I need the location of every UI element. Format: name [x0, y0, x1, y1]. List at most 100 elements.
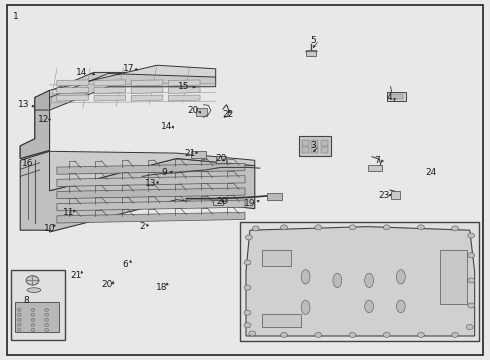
Polygon shape: [35, 65, 216, 110]
Circle shape: [244, 285, 251, 290]
Bar: [302, 140, 309, 145]
Circle shape: [468, 278, 475, 283]
Text: 5: 5: [311, 36, 316, 45]
Text: 23: 23: [379, 190, 390, 199]
Polygon shape: [246, 226, 475, 336]
Bar: [390, 94, 403, 99]
Circle shape: [244, 323, 251, 328]
Circle shape: [245, 235, 252, 240]
Circle shape: [45, 323, 49, 326]
Text: 13: 13: [18, 100, 29, 109]
Text: 19: 19: [244, 199, 256, 208]
Text: 7: 7: [374, 156, 380, 165]
Circle shape: [349, 332, 356, 337]
Polygon shape: [131, 95, 163, 101]
Circle shape: [17, 328, 21, 331]
Polygon shape: [49, 151, 255, 191]
Ellipse shape: [333, 273, 342, 288]
Text: 13: 13: [146, 179, 157, 188]
Circle shape: [45, 328, 49, 331]
Ellipse shape: [27, 288, 41, 292]
Circle shape: [315, 332, 322, 337]
Polygon shape: [168, 87, 200, 94]
Text: 11: 11: [63, 208, 75, 217]
Text: 21: 21: [71, 270, 82, 279]
Polygon shape: [168, 80, 200, 86]
Bar: [262, 315, 301, 327]
Text: 17: 17: [123, 64, 134, 73]
Circle shape: [45, 309, 49, 311]
Bar: [312, 140, 318, 145]
Bar: [11, 270, 65, 339]
Text: 14: 14: [75, 68, 87, 77]
Bar: [196, 108, 207, 116]
Circle shape: [417, 225, 424, 230]
Polygon shape: [20, 151, 255, 232]
Bar: [321, 147, 328, 153]
Text: 3: 3: [311, 141, 316, 150]
Bar: [368, 165, 382, 171]
Ellipse shape: [365, 273, 373, 288]
Text: 12: 12: [38, 114, 49, 123]
Circle shape: [31, 328, 35, 331]
Polygon shape: [57, 176, 245, 186]
Text: 1: 1: [12, 12, 18, 21]
Polygon shape: [131, 87, 163, 94]
Text: 20: 20: [101, 280, 113, 289]
Circle shape: [281, 225, 288, 230]
Text: 16: 16: [22, 159, 33, 168]
Bar: [299, 136, 331, 156]
Ellipse shape: [396, 270, 405, 284]
Polygon shape: [94, 87, 126, 94]
Text: 21: 21: [185, 149, 196, 158]
Polygon shape: [57, 80, 89, 86]
Polygon shape: [57, 87, 89, 94]
Polygon shape: [20, 90, 49, 158]
Circle shape: [468, 303, 475, 308]
Circle shape: [45, 319, 49, 321]
Circle shape: [244, 310, 251, 315]
Bar: [191, 151, 206, 158]
Ellipse shape: [396, 300, 405, 313]
Polygon shape: [57, 188, 245, 199]
Polygon shape: [57, 212, 245, 223]
Text: 18: 18: [156, 283, 168, 292]
Bar: [441, 250, 467, 304]
Circle shape: [17, 319, 21, 321]
Bar: [216, 156, 226, 163]
Circle shape: [26, 276, 39, 285]
Polygon shape: [57, 95, 89, 101]
Bar: [306, 50, 316, 55]
Bar: [262, 250, 292, 266]
Bar: [302, 147, 309, 153]
Polygon shape: [94, 95, 126, 101]
Circle shape: [468, 233, 475, 238]
Bar: [213, 200, 223, 205]
Polygon shape: [168, 95, 200, 101]
Circle shape: [468, 253, 475, 258]
Bar: [387, 92, 406, 101]
Text: 2: 2: [140, 222, 145, 231]
Text: 14: 14: [161, 122, 172, 131]
Polygon shape: [20, 72, 216, 158]
Circle shape: [17, 309, 21, 311]
Circle shape: [31, 314, 35, 316]
Circle shape: [249, 331, 256, 336]
Text: 4: 4: [386, 93, 392, 102]
Ellipse shape: [301, 270, 310, 284]
Circle shape: [452, 332, 459, 337]
Polygon shape: [94, 80, 126, 86]
Bar: [15, 302, 59, 332]
Circle shape: [383, 332, 390, 337]
Circle shape: [17, 323, 21, 326]
Polygon shape: [131, 80, 163, 86]
Circle shape: [315, 225, 322, 230]
Bar: [391, 191, 400, 199]
Circle shape: [452, 226, 459, 231]
Circle shape: [17, 314, 21, 316]
Circle shape: [417, 332, 424, 337]
Circle shape: [45, 314, 49, 316]
Text: 8: 8: [23, 296, 29, 305]
Circle shape: [252, 226, 259, 231]
Bar: [312, 147, 318, 153]
